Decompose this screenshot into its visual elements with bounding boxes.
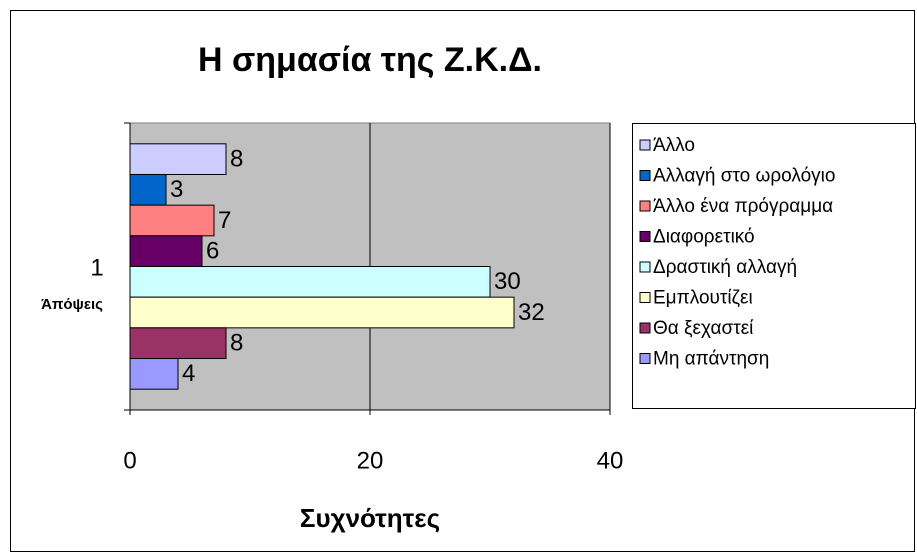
bar	[129, 204, 215, 237]
legend-swatch	[639, 170, 651, 181]
bar	[129, 296, 515, 329]
legend-label: Δραστική αλλαγή	[653, 257, 797, 278]
legend-label: Άλλο ένα πρόγραμμα	[653, 196, 833, 217]
data-label: 6	[206, 238, 219, 265]
data-label: 32	[518, 299, 545, 326]
legend-swatch	[639, 231, 651, 242]
legend-swatch	[639, 292, 651, 303]
data-label: 30	[494, 268, 521, 295]
x-tick-label: 0	[123, 447, 136, 474]
legend-box	[632, 123, 916, 409]
bar	[129, 266, 491, 298]
bar	[129, 358, 179, 390]
data-label: 8	[230, 330, 243, 357]
data-label: 3	[170, 176, 183, 203]
bar	[129, 235, 203, 267]
legend-label: Θα ξεχαστεί	[653, 318, 754, 339]
legend-swatch	[639, 261, 651, 273]
bar	[129, 143, 227, 175]
data-label: 8	[230, 145, 243, 172]
x-axis-title: Συχνότητες	[300, 503, 440, 533]
legend-label: Άλλο	[653, 135, 695, 156]
legend-swatch	[639, 322, 651, 334]
bar	[129, 327, 227, 360]
legend-label: Διαφορετικό	[653, 227, 755, 248]
chart-title: Η σημασία της Ζ.Κ.Δ.	[198, 41, 542, 79]
y-tick-label: 1	[90, 255, 103, 282]
legend-label: Αλλαγή στο ωρολόγιο	[653, 166, 835, 187]
bar	[129, 173, 167, 206]
legend-swatch	[639, 200, 651, 212]
x-tick-label: 40	[597, 447, 624, 474]
data-label: 4	[182, 360, 195, 387]
data-label: 7	[218, 207, 231, 234]
legend-swatch	[639, 353, 651, 364]
legend-swatch	[639, 139, 651, 151]
legend-label: Εμπλουτίζει	[653, 288, 753, 309]
legend-label: Μη απάντηση	[653, 349, 769, 370]
x-tick-label: 20	[357, 447, 384, 474]
y-axis-title: Άπόψεις	[41, 296, 103, 313]
